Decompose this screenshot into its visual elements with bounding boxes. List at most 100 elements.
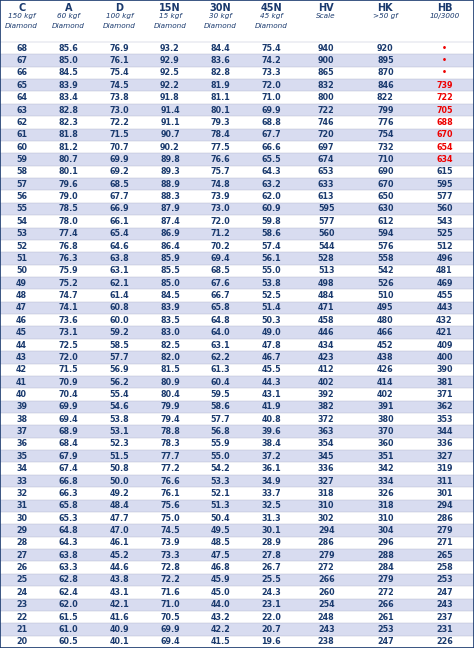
Text: 265: 265	[436, 551, 453, 560]
Text: 65.8: 65.8	[59, 502, 79, 510]
Text: 327: 327	[436, 452, 453, 461]
Text: 15N: 15N	[159, 3, 181, 13]
Text: 80.7: 80.7	[59, 155, 79, 164]
Bar	[0, 586, 474, 599]
Text: 62: 62	[16, 118, 27, 127]
Text: 60.9: 60.9	[262, 205, 281, 213]
Text: 92.2: 92.2	[160, 81, 180, 90]
Text: 822: 822	[377, 93, 394, 102]
Text: 438: 438	[377, 353, 393, 362]
Text: 80.1: 80.1	[211, 106, 230, 115]
Text: 69.9: 69.9	[109, 155, 129, 164]
Bar	[0, 42, 474, 54]
Text: 47.5: 47.5	[211, 551, 230, 560]
Text: 75.4: 75.4	[109, 69, 129, 77]
Text: 45.5: 45.5	[262, 365, 281, 375]
Text: 42.1: 42.1	[109, 600, 129, 609]
Bar	[0, 623, 474, 636]
Text: 67.7: 67.7	[262, 130, 281, 139]
Text: 44.3: 44.3	[262, 378, 281, 387]
Text: 43.1: 43.1	[262, 390, 281, 399]
Text: 63.1: 63.1	[211, 340, 230, 349]
Text: 56.2: 56.2	[109, 378, 129, 387]
Text: 100 kgf: 100 kgf	[106, 13, 133, 19]
Text: A: A	[65, 3, 73, 13]
Text: 73.0: 73.0	[109, 106, 129, 115]
Text: 258: 258	[436, 563, 453, 572]
Text: 31.3: 31.3	[262, 514, 281, 523]
Bar	[0, 425, 474, 438]
Text: 243: 243	[436, 600, 453, 609]
Text: 64.8: 64.8	[211, 316, 230, 325]
Text: 61: 61	[16, 130, 27, 139]
Text: 799: 799	[377, 106, 393, 115]
Text: 67.6: 67.6	[211, 279, 230, 288]
Text: 900: 900	[318, 56, 335, 65]
Text: 272: 272	[318, 563, 335, 572]
Text: 238: 238	[318, 638, 335, 646]
Text: 382: 382	[318, 402, 335, 411]
Text: 68.5: 68.5	[109, 179, 129, 189]
Bar	[0, 611, 474, 623]
Text: 63.3: 63.3	[59, 563, 78, 572]
Text: 24.3: 24.3	[262, 588, 281, 597]
Text: 73.6: 73.6	[59, 316, 78, 325]
Text: •: •	[442, 43, 447, 52]
Text: 62.0: 62.0	[262, 192, 281, 201]
Text: 88.3: 88.3	[160, 192, 180, 201]
Text: 576: 576	[377, 242, 393, 251]
Text: 78.8: 78.8	[160, 427, 180, 436]
Bar	[0, 104, 474, 116]
Text: 23: 23	[16, 600, 27, 609]
Text: 284: 284	[377, 563, 394, 572]
Text: 53.3: 53.3	[211, 476, 230, 485]
Text: 76.6: 76.6	[211, 155, 230, 164]
Text: 32.5: 32.5	[262, 502, 281, 510]
Text: 59: 59	[16, 155, 27, 164]
Text: 52.1: 52.1	[211, 489, 230, 498]
Text: 739: 739	[436, 81, 453, 90]
Text: 471: 471	[318, 303, 335, 312]
Text: 31: 31	[16, 502, 27, 510]
Text: 754: 754	[377, 130, 393, 139]
Text: 86.9: 86.9	[160, 229, 180, 238]
Text: 670: 670	[436, 130, 453, 139]
Text: 76.1: 76.1	[109, 56, 129, 65]
Text: 69.4: 69.4	[160, 638, 180, 646]
Text: 56.1: 56.1	[262, 254, 281, 263]
Text: 30.1: 30.1	[262, 526, 281, 535]
Text: C: C	[18, 3, 25, 13]
Text: 57.7: 57.7	[211, 415, 230, 424]
Text: 43.8: 43.8	[109, 575, 129, 584]
Text: 30N: 30N	[210, 3, 231, 13]
Text: 496: 496	[436, 254, 453, 263]
Text: 55.0: 55.0	[211, 452, 230, 461]
Text: 85.6: 85.6	[59, 43, 79, 52]
Text: 55.9: 55.9	[211, 439, 230, 448]
Text: 412: 412	[318, 365, 335, 375]
Text: 72.2: 72.2	[160, 575, 180, 584]
Text: 302: 302	[318, 514, 335, 523]
Text: 354: 354	[318, 439, 335, 448]
Text: 85.9: 85.9	[160, 254, 180, 263]
Text: 56.9: 56.9	[109, 365, 129, 375]
Text: 50.3: 50.3	[262, 316, 281, 325]
Text: 595: 595	[436, 179, 453, 189]
Text: 85.0: 85.0	[59, 56, 79, 65]
Text: 83.6: 83.6	[211, 56, 230, 65]
Text: 560: 560	[436, 205, 453, 213]
Text: 32: 32	[16, 489, 27, 498]
Text: 630: 630	[377, 205, 393, 213]
Text: 76.1: 76.1	[160, 489, 180, 498]
Text: 54.6: 54.6	[109, 402, 129, 411]
Text: 525: 525	[436, 229, 453, 238]
Text: 46.8: 46.8	[211, 563, 230, 572]
Text: 50.8: 50.8	[109, 464, 129, 473]
Text: 65.4: 65.4	[109, 229, 129, 238]
Text: 92.9: 92.9	[160, 56, 180, 65]
Text: 542: 542	[377, 266, 393, 275]
Text: 443: 443	[436, 303, 453, 312]
Text: 82.5: 82.5	[160, 340, 180, 349]
Text: 82.3: 82.3	[59, 118, 79, 127]
Text: 55: 55	[16, 205, 27, 213]
